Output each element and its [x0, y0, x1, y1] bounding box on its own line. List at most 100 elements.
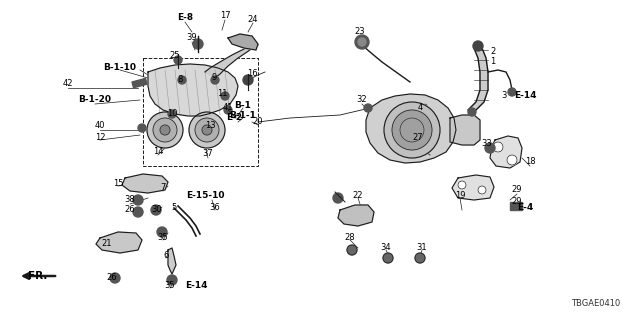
- Text: 29: 29: [512, 186, 522, 195]
- Circle shape: [473, 41, 483, 51]
- Circle shape: [138, 124, 146, 132]
- Text: 3: 3: [501, 91, 507, 100]
- Text: 6: 6: [163, 251, 169, 260]
- Polygon shape: [450, 115, 480, 145]
- Text: 11: 11: [217, 89, 227, 98]
- Circle shape: [407, 125, 417, 135]
- Text: 17: 17: [220, 12, 230, 20]
- Text: 29: 29: [512, 197, 522, 206]
- Polygon shape: [122, 174, 168, 193]
- Circle shape: [347, 245, 357, 255]
- Circle shape: [133, 195, 143, 205]
- Text: 30: 30: [152, 205, 163, 214]
- Text: 15: 15: [113, 179, 124, 188]
- Text: 25: 25: [170, 51, 180, 60]
- Text: B-1: B-1: [235, 100, 252, 109]
- Polygon shape: [490, 136, 522, 168]
- Circle shape: [355, 35, 369, 49]
- Circle shape: [168, 110, 176, 118]
- Text: 21: 21: [102, 238, 112, 247]
- Circle shape: [202, 125, 212, 135]
- Text: B-1-10: B-1-10: [104, 62, 136, 71]
- Circle shape: [507, 155, 517, 165]
- Text: 42: 42: [63, 79, 73, 89]
- Polygon shape: [366, 94, 456, 163]
- Text: B-1-1: B-1-1: [230, 110, 257, 119]
- Text: B-1-20: B-1-20: [79, 95, 111, 105]
- Text: 4: 4: [417, 102, 422, 111]
- Circle shape: [485, 143, 495, 153]
- Text: 10: 10: [167, 108, 177, 117]
- Circle shape: [364, 104, 372, 112]
- Circle shape: [493, 142, 503, 152]
- Text: 40: 40: [95, 122, 105, 131]
- Circle shape: [160, 125, 170, 135]
- Text: 34: 34: [381, 243, 391, 252]
- Circle shape: [478, 186, 486, 194]
- Text: 23: 23: [355, 28, 365, 36]
- Circle shape: [415, 143, 425, 153]
- Text: 14: 14: [153, 148, 163, 156]
- Bar: [510, 202, 522, 210]
- Text: E-15-10: E-15-10: [186, 190, 224, 199]
- Polygon shape: [338, 205, 374, 226]
- Circle shape: [243, 75, 253, 85]
- Circle shape: [392, 110, 432, 150]
- Text: 36: 36: [210, 203, 220, 212]
- Text: 26: 26: [125, 205, 135, 214]
- Circle shape: [178, 76, 186, 84]
- Text: 39: 39: [187, 34, 197, 43]
- Text: 38: 38: [125, 196, 136, 204]
- Text: 5: 5: [172, 204, 177, 212]
- Text: E-14: E-14: [185, 281, 207, 290]
- Text: 20: 20: [253, 117, 263, 126]
- Bar: [143, 58, 258, 166]
- Text: 9: 9: [211, 73, 216, 82]
- Circle shape: [147, 112, 183, 148]
- Text: FR.: FR.: [28, 271, 48, 281]
- Circle shape: [174, 56, 182, 64]
- Circle shape: [384, 102, 440, 158]
- Text: 19: 19: [455, 190, 465, 199]
- Circle shape: [189, 112, 225, 148]
- Polygon shape: [168, 248, 176, 274]
- Circle shape: [400, 118, 424, 142]
- Circle shape: [157, 227, 167, 237]
- Circle shape: [167, 275, 177, 285]
- Circle shape: [110, 273, 120, 283]
- Text: 33: 33: [482, 139, 492, 148]
- Text: 1: 1: [490, 58, 495, 67]
- Circle shape: [508, 88, 516, 96]
- Text: 32: 32: [356, 95, 367, 105]
- Circle shape: [415, 253, 425, 263]
- Circle shape: [153, 118, 177, 142]
- Circle shape: [468, 108, 476, 116]
- Text: 41: 41: [223, 103, 233, 113]
- Text: 7: 7: [160, 183, 166, 193]
- Text: E-14: E-14: [514, 91, 536, 100]
- Text: E-2: E-2: [226, 114, 242, 123]
- Circle shape: [133, 207, 143, 217]
- Circle shape: [333, 193, 343, 203]
- Text: TBGAE0410: TBGAE0410: [571, 299, 620, 308]
- Bar: [412, 104, 426, 112]
- Circle shape: [195, 118, 219, 142]
- Text: 22: 22: [353, 190, 364, 199]
- Text: 8: 8: [177, 76, 182, 84]
- Text: 26: 26: [107, 274, 117, 283]
- Text: 13: 13: [205, 121, 215, 130]
- Text: 35: 35: [157, 233, 168, 242]
- Polygon shape: [452, 175, 494, 200]
- Text: 35: 35: [164, 281, 175, 290]
- Polygon shape: [148, 64, 238, 116]
- Text: 12: 12: [95, 132, 105, 141]
- Text: 2: 2: [490, 47, 495, 57]
- Polygon shape: [96, 232, 142, 253]
- Circle shape: [224, 106, 232, 114]
- Circle shape: [383, 253, 393, 263]
- Polygon shape: [205, 44, 258, 78]
- Polygon shape: [228, 34, 258, 50]
- Circle shape: [221, 92, 229, 100]
- Text: E-4: E-4: [517, 204, 533, 212]
- Circle shape: [211, 76, 219, 84]
